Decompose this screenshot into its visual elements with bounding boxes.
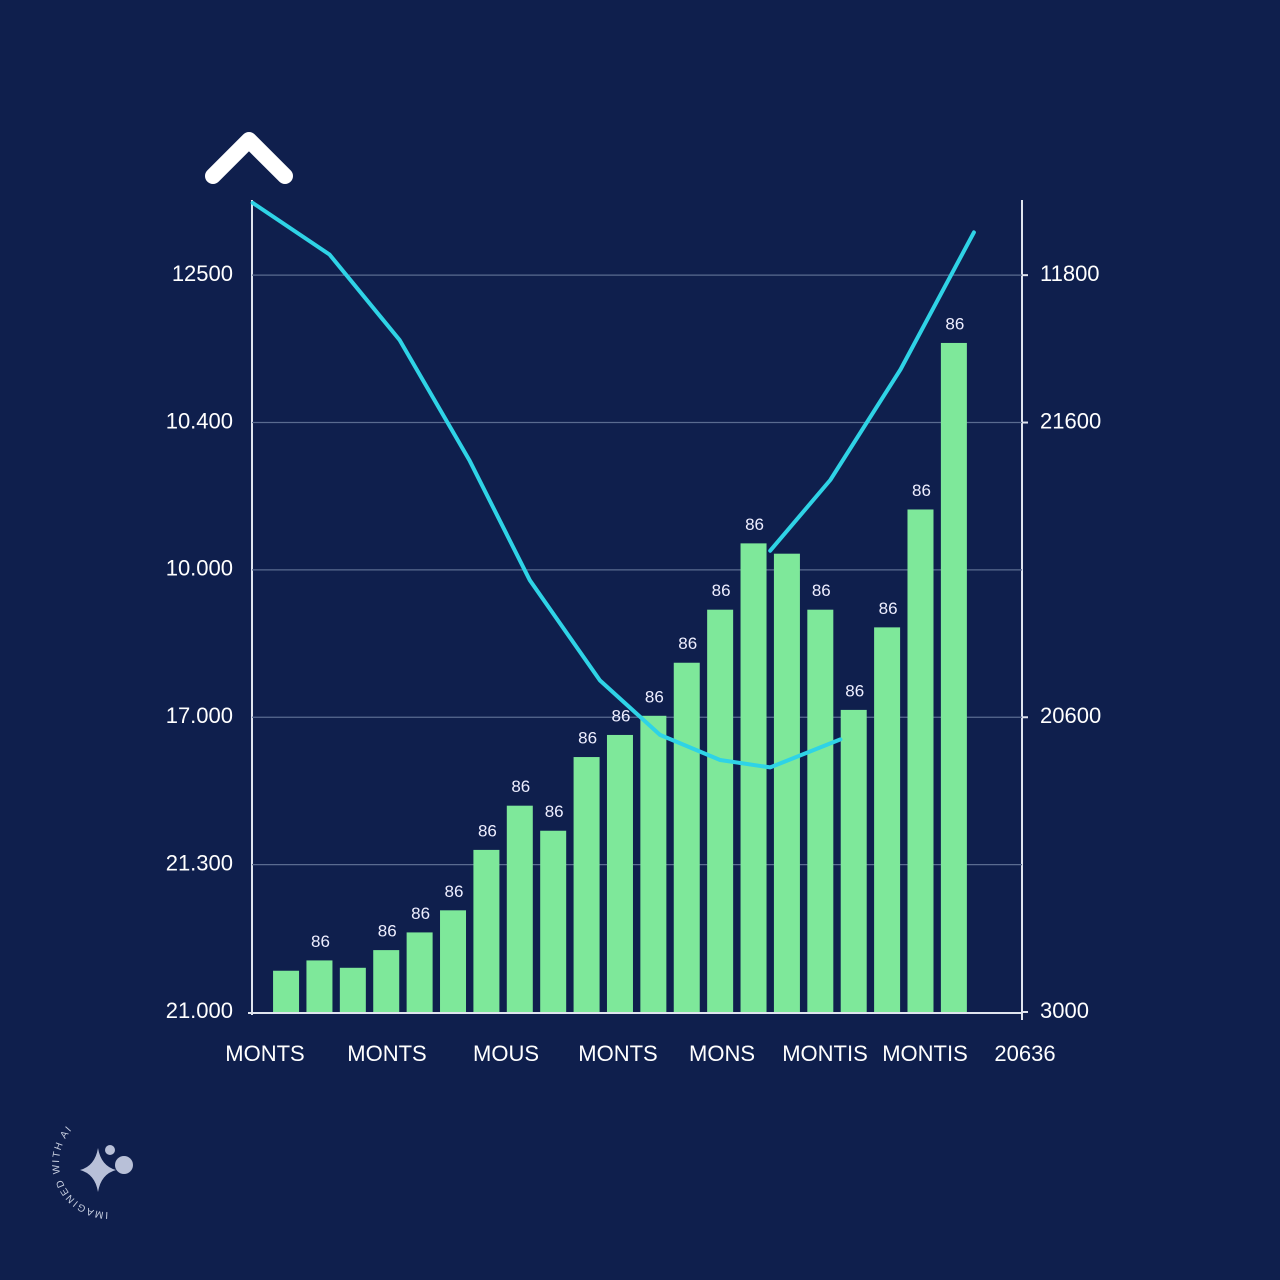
x-tick-label: MONTIS bbox=[782, 1041, 868, 1066]
bar bbox=[707, 609, 734, 1012]
y2-tick-label: 11800 bbox=[1040, 261, 1100, 286]
bar-label: 86 bbox=[845, 681, 864, 700]
bar-label: 86 bbox=[478, 821, 497, 840]
bar-label: 86 bbox=[678, 634, 697, 653]
bar-label: 86 bbox=[945, 314, 964, 333]
bar bbox=[506, 805, 533, 1012]
bar bbox=[406, 932, 433, 1012]
bar-label: 86 bbox=[378, 922, 397, 941]
bar-label: 86 bbox=[812, 581, 831, 600]
bar-label: 86 bbox=[879, 599, 898, 618]
bar-label: 86 bbox=[545, 802, 564, 821]
y-tick-label: 17.000 bbox=[166, 703, 233, 728]
bar bbox=[940, 342, 967, 1012]
bar bbox=[473, 849, 500, 1012]
bar-label: 86 bbox=[511, 777, 530, 796]
bar bbox=[306, 960, 333, 1012]
bar bbox=[606, 734, 633, 1012]
bar bbox=[440, 910, 467, 1012]
bar bbox=[874, 627, 901, 1012]
bar bbox=[740, 543, 767, 1012]
bar bbox=[273, 970, 300, 1012]
y-tick-label: 21.300 bbox=[166, 850, 233, 875]
x-tick-label: MONTIS bbox=[882, 1041, 968, 1066]
x-tick-label: MONTS bbox=[578, 1041, 657, 1066]
watermark-dot bbox=[115, 1156, 133, 1174]
x-tick-label: 20636 bbox=[994, 1041, 1055, 1066]
bar-label: 86 bbox=[578, 729, 597, 748]
x-tick-label: MONTS bbox=[347, 1041, 426, 1066]
x-tick-label: MONS bbox=[689, 1041, 755, 1066]
bar-label: 86 bbox=[645, 687, 664, 706]
x-tick-label: MONTS bbox=[225, 1041, 304, 1066]
x-tick-label: MOUS bbox=[473, 1041, 539, 1066]
bar bbox=[573, 757, 600, 1012]
bar-label: 86 bbox=[612, 706, 631, 725]
bar-label: 86 bbox=[912, 481, 931, 500]
y2-tick-label: 3000 bbox=[1040, 998, 1089, 1023]
y-tick-label: 21.000 bbox=[166, 998, 233, 1023]
bar-label: 86 bbox=[311, 932, 330, 951]
bar bbox=[339, 967, 366, 1012]
bar bbox=[673, 662, 700, 1012]
bar bbox=[840, 709, 867, 1012]
bar bbox=[373, 950, 400, 1012]
y-tick-label: 10.000 bbox=[166, 556, 233, 581]
watermark-dot bbox=[105, 1145, 115, 1155]
watermark-star bbox=[80, 1148, 116, 1192]
bar bbox=[640, 715, 667, 1012]
y2-tick-label: 21600 bbox=[1040, 408, 1101, 433]
y-tick-label: 10.400 bbox=[166, 408, 233, 433]
bar-label: 86 bbox=[745, 515, 764, 534]
bar-label: 86 bbox=[712, 581, 731, 600]
bar bbox=[773, 553, 800, 1012]
bar bbox=[907, 509, 934, 1012]
y2-tick-label: 20600 bbox=[1040, 703, 1101, 728]
bar-label: 86 bbox=[411, 904, 430, 923]
bar bbox=[807, 609, 834, 1012]
bar bbox=[540, 830, 567, 1012]
bar-label: 86 bbox=[445, 882, 464, 901]
chevron-icon bbox=[205, 132, 293, 184]
line bbox=[250, 200, 976, 770]
y-tick-label: 12500 bbox=[172, 261, 233, 286]
